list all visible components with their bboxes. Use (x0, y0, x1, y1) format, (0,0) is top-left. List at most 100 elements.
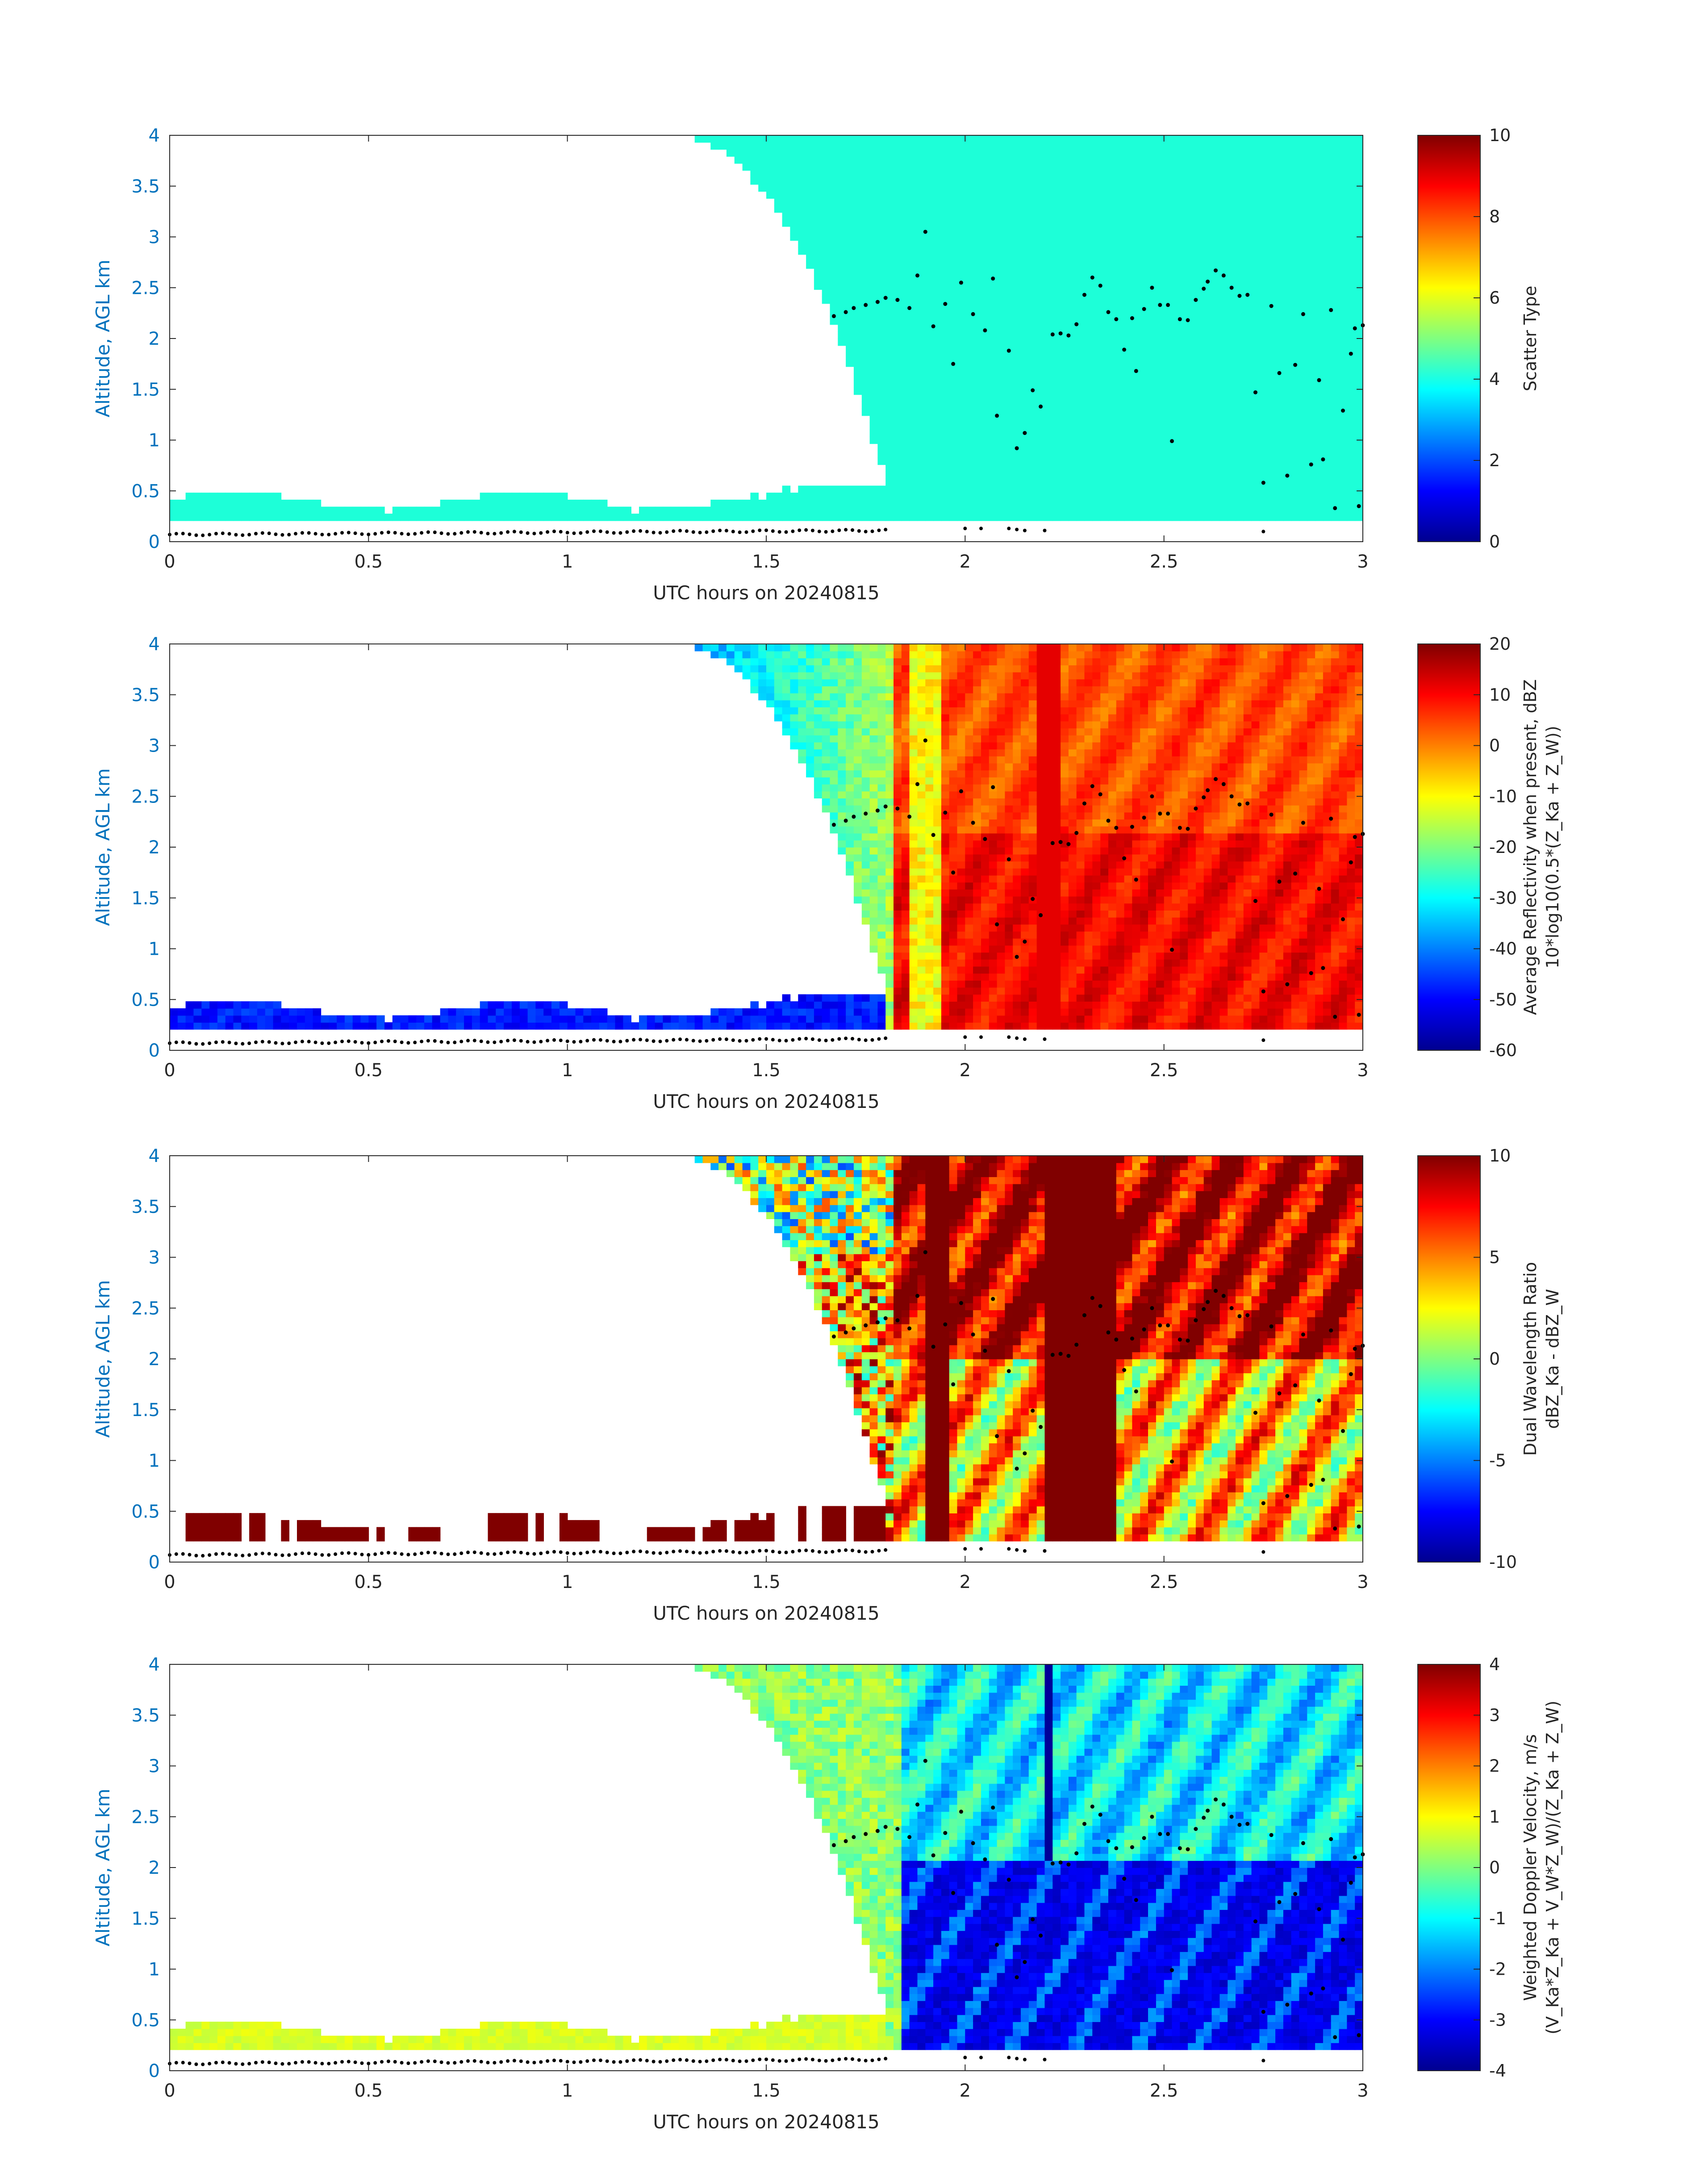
heatmap-cell (1323, 394, 1332, 402)
heatmap-cell (1347, 275, 1355, 283)
heatmap-cell (1156, 240, 1165, 248)
heatmap-cell (1236, 422, 1244, 430)
heatmap-cell (257, 1015, 266, 1023)
heatmap-cell (869, 240, 878, 248)
heatmap-cell (1236, 493, 1244, 500)
heatmap-cell (1013, 317, 1021, 325)
heatmap-cell (1005, 191, 1013, 199)
heatmap-cell (368, 1022, 377, 1030)
heatmap-cell (1164, 499, 1173, 507)
heatmap-cell (1339, 275, 1348, 283)
heatmap-cell (869, 777, 878, 785)
heatmap-cell (997, 317, 1006, 325)
heatmap-cell (861, 268, 870, 276)
heatmap-cell (901, 184, 910, 192)
heatmap-cell (989, 170, 998, 178)
heatmap-cell (838, 833, 846, 841)
heatmap-cell (925, 268, 934, 276)
heatmap-cell (1228, 240, 1236, 248)
heatmap-cell (1355, 331, 1363, 339)
heatmap-cell (1148, 415, 1157, 423)
heatmap-cell (846, 728, 854, 735)
heatmap-cell (1315, 177, 1324, 185)
heatmap-cell (1267, 289, 1276, 297)
heatmap-cell (1275, 436, 1284, 444)
heatmap-cell (1084, 163, 1093, 171)
surface-dot (744, 530, 748, 534)
heatmap-cell (1307, 345, 1315, 353)
heatmap-cell (989, 506, 998, 514)
heatmap-cell (750, 1022, 759, 1030)
surface-dot (254, 532, 258, 535)
surface-dot (1015, 527, 1019, 531)
heatmap-cell (1116, 506, 1125, 514)
heatmap-cell (965, 310, 973, 318)
heatmap-cell (869, 721, 878, 729)
heatmap-cell (774, 714, 783, 722)
heatmap-cell (925, 506, 934, 514)
heatmap-cell (1219, 261, 1228, 269)
heatmap-cell (1068, 366, 1077, 374)
heatmap-cell (869, 289, 878, 297)
heatmap-cell (1021, 415, 1029, 423)
heatmap-cell (1005, 394, 1013, 402)
heatmap-cell (830, 261, 839, 269)
heatmap-cell (1315, 163, 1324, 171)
heatmap-cell (1028, 191, 1037, 199)
heatmap-cell (989, 268, 998, 276)
heatmap-cell (1339, 464, 1348, 472)
heatmap-cell (1228, 408, 1236, 416)
heatmap-cell (861, 840, 870, 848)
heatmap-cell (981, 191, 990, 199)
heatmap-cell (925, 415, 934, 423)
heatmap-cell (1108, 226, 1117, 234)
heatmap-cell (1236, 142, 1244, 150)
heatmap-cell (1092, 499, 1101, 507)
heatmap-cell (790, 212, 798, 220)
heatmap-cell (1228, 198, 1236, 206)
heatmap-cell (1108, 310, 1117, 318)
heatmap-cell (1036, 457, 1045, 465)
heatmap-cell (1236, 303, 1244, 311)
heatmap-cell (1036, 226, 1045, 234)
heatmap-cell (360, 1022, 369, 1030)
heatmap-cell (782, 191, 791, 199)
heatmap-cell (853, 338, 862, 346)
heatmap-cell (1355, 219, 1363, 227)
heatmap-cell (273, 493, 282, 500)
heatmap-cell (1355, 282, 1363, 290)
heatmap-cell (853, 791, 862, 798)
heatmap-cell (408, 514, 417, 521)
heatmap-cell (853, 672, 862, 680)
heatmap-cell (1100, 493, 1109, 500)
heatmap-cell (973, 387, 981, 395)
heatmap-cell (1291, 352, 1300, 360)
heatmap-cell (313, 1008, 322, 1016)
heatmap-cell (846, 247, 854, 255)
heatmap-cell (1013, 506, 1021, 514)
heatmap-cell (1092, 191, 1101, 199)
heatmap-cell (1076, 506, 1085, 514)
heatmap-cell (1228, 317, 1236, 325)
heatmap-cell (949, 499, 958, 507)
heatmap-cell (846, 833, 854, 841)
heatmap-cell (830, 1015, 839, 1023)
heatmap-cell (838, 791, 846, 798)
heatmap-cell (838, 156, 846, 164)
heatmap-cell (997, 345, 1006, 353)
heatmap-cell (734, 644, 743, 652)
heatmap-cell (846, 756, 854, 764)
heatmap-cell (877, 408, 886, 416)
heatmap-cell (1339, 233, 1348, 241)
heatmap-cell (909, 233, 918, 241)
heatmap-cell (655, 506, 664, 514)
heatmap-cell (925, 345, 934, 353)
heatmap-cell (1236, 261, 1244, 269)
heatmap-cell (830, 170, 839, 178)
heatmap-cell (933, 499, 942, 507)
heatmap-cell (894, 457, 902, 465)
heatmap-cell (1028, 310, 1037, 318)
heatmap-cell (981, 373, 990, 381)
heatmap-cell (1021, 443, 1029, 451)
heatmap-cell (782, 149, 791, 157)
